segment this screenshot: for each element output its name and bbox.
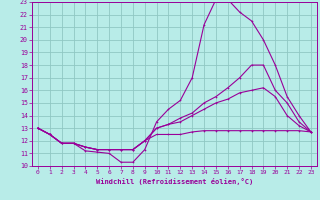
X-axis label: Windchill (Refroidissement éolien,°C): Windchill (Refroidissement éolien,°C) — [96, 178, 253, 185]
